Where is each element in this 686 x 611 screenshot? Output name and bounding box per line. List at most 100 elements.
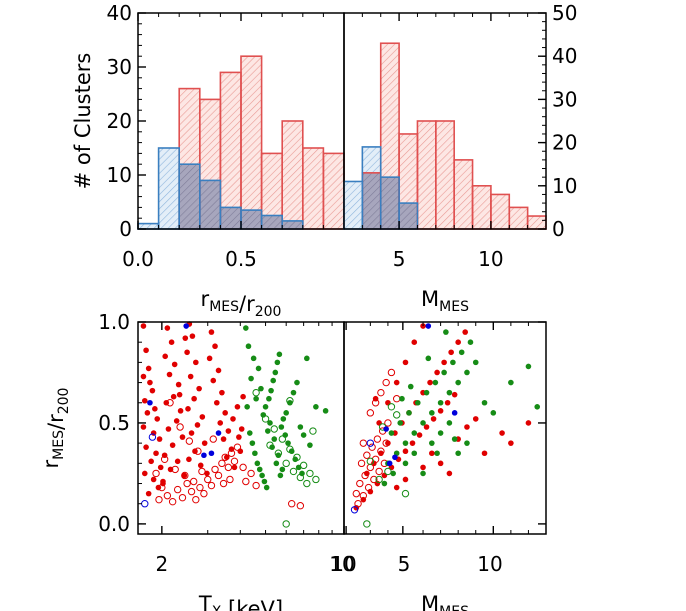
- scatter-point-open: [221, 453, 229, 461]
- scatter-point-open: [155, 495, 163, 504]
- scatter-point-open: [359, 491, 368, 500]
- scatter-point-filled: [432, 379, 439, 386]
- scatter-point-open: [166, 399, 174, 407]
- scatter-point-filled: [191, 395, 197, 402]
- x-axis-label: TX [keV]: [198, 592, 283, 611]
- scatter-point-open: [266, 441, 274, 449]
- scatter-point-filled: [150, 476, 157, 483]
- scatter-point-filled: [210, 377, 217, 384]
- scatter-point-filled: [188, 430, 195, 436]
- bar-red-fill: [454, 159, 473, 229]
- scatter-point-open: [384, 467, 392, 476]
- scatter-point-filled: [244, 404, 250, 410]
- bar-red-fill: [261, 153, 283, 229]
- scatter-point-filled: [254, 460, 261, 467]
- scatter-point-filled: [140, 373, 147, 380]
- scatter-point-filled: [256, 466, 263, 473]
- scatter-point-open: [375, 475, 383, 484]
- scatter-point-filled: [252, 450, 258, 457]
- scatter-point-open: [189, 477, 198, 486]
- scatter-point-filled: [234, 404, 241, 410]
- scatter-point-open: [252, 481, 260, 490]
- bar-overlap-fill: [282, 220, 303, 229]
- scatter-point-filled: [175, 381, 182, 388]
- scatter-point-filled: [290, 389, 297, 396]
- scatter-point-filled: [249, 440, 256, 446]
- scatter-point-open: [183, 479, 191, 488]
- scatter-point-filled: [140, 323, 147, 329]
- scatter-point-filled: [409, 440, 416, 446]
- scatter-point-filled: [392, 454, 398, 461]
- histogram-mmes-panel: 0 10 20 30 40 50 5 10 MMES: [343, 1, 577, 315]
- scatter-point-filled: [322, 408, 329, 414]
- y-tick-label: 0: [119, 217, 132, 241]
- scatter-point-filled: [255, 365, 262, 372]
- bar-blue-fill: [158, 148, 180, 229]
- scatter-point-open: [286, 397, 294, 405]
- scatter-point-filled: [259, 472, 265, 479]
- x-tick-label: 0.0: [122, 247, 154, 271]
- scatter-point-open: [196, 483, 204, 492]
- scatter-point-open: [261, 415, 270, 423]
- x-tick-label: 2: [155, 552, 168, 576]
- scatter-point-filled: [279, 466, 286, 473]
- y-tick-label: 30: [107, 55, 132, 79]
- scatter-point-open: [368, 443, 376, 451]
- scatter-point-filled: [429, 450, 435, 457]
- scatter-point-filled: [425, 355, 432, 362]
- scatter-point-filled: [162, 353, 168, 360]
- scatter-point-filled: [262, 404, 269, 410]
- scatter-point-filled: [451, 436, 458, 442]
- scatter-point-filled: [307, 442, 313, 448]
- scatter-point-filled: [152, 406, 158, 412]
- scatter-point-filled: [441, 359, 447, 366]
- x-axis-label: MMES: [421, 592, 469, 611]
- scatter-point-filled: [427, 379, 433, 386]
- scatter-point-filled: [423, 389, 430, 396]
- scatter-point-open: [152, 469, 160, 478]
- scatter-point-open: [219, 479, 228, 488]
- scatter-point-filled: [388, 430, 395, 436]
- scatter-point-filled: [462, 329, 469, 335]
- scatter-point-filled: [411, 430, 418, 436]
- scatter-point-filled: [420, 464, 426, 471]
- scatter-point-filled: [206, 355, 213, 362]
- scatter-point-open: [303, 479, 311, 488]
- bar-overlap-fill: [199, 180, 221, 229]
- scatter-point-filled: [253, 395, 259, 402]
- scatter-point-filled: [145, 490, 152, 497]
- scatter-point-filled: [220, 436, 227, 442]
- scatter-point-filled: [458, 349, 465, 356]
- scatter-point-open: [375, 467, 383, 476]
- y-tick-label: 20: [552, 131, 577, 155]
- scatter-point-filled: [194, 422, 201, 428]
- scatter-point-open: [181, 471, 189, 480]
- scatter-point-open: [141, 500, 149, 508]
- scatter-point-filled: [143, 347, 149, 354]
- scatter-point-open: [299, 461, 308, 470]
- bar-red-fill: [241, 56, 262, 230]
- scatter-mmes-panel: 10 5 10 MMES: [329, 321, 547, 611]
- bar-red-fill: [417, 121, 436, 229]
- y-axis-label: rMES/r200: [39, 388, 72, 469]
- scatter-point-open: [173, 485, 182, 494]
- y-tick-label: 1.0: [98, 310, 130, 334]
- scatter-point-filled: [276, 351, 283, 358]
- scatter-point-filled: [525, 363, 532, 370]
- scatter-point-filled: [304, 355, 310, 362]
- scatter-point-filled: [443, 329, 449, 335]
- axes-frame: [343, 321, 547, 535]
- scatter-point-filled: [204, 470, 210, 477]
- scatter-point-filled: [397, 420, 404, 426]
- scatter-point-open: [354, 500, 362, 508]
- scatter-point-open: [366, 463, 375, 472]
- scatter-point-filled: [385, 440, 391, 446]
- scatter-point-filled: [446, 389, 453, 396]
- x-tick-label: 10: [329, 552, 354, 576]
- histogram-rmes-panel: 0 10 20 30 40 0.0 0.5 rMES/r200 # of Clusters: [71, 1, 345, 320]
- y-tick-label: 0: [552, 217, 565, 241]
- scatter-point-open: [230, 457, 239, 466]
- scatter-point-open: [218, 459, 226, 468]
- scatter-point-open: [242, 477, 250, 486]
- scatter-point-open: [366, 439, 375, 447]
